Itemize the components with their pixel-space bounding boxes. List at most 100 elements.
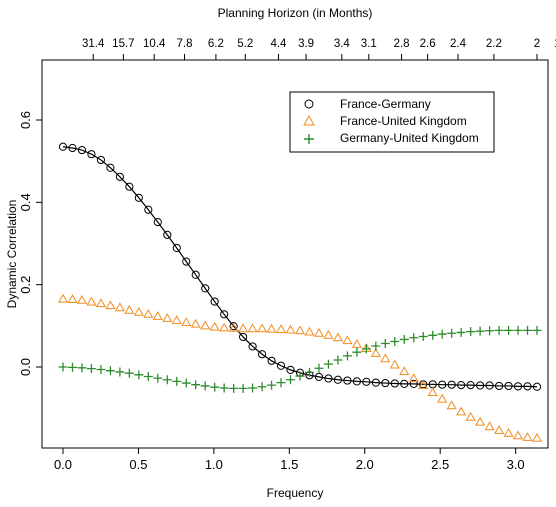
series-layer — [57, 142, 543, 442]
data-point — [152, 311, 163, 320]
data-point — [153, 373, 163, 383]
data-point — [370, 348, 381, 357]
data-point — [409, 333, 419, 343]
data-point — [67, 294, 78, 303]
top-tick-label: 7.8 — [177, 38, 193, 50]
data-point — [172, 243, 181, 253]
x-tick-label: 2.0 — [356, 457, 374, 472]
top-tick-label: 2.4 — [450, 38, 467, 50]
data-point — [210, 382, 220, 392]
series-circle — [58, 142, 542, 391]
legend-label-france-germany: France-Germany — [340, 97, 431, 111]
legend-triangle-marker — [303, 114, 315, 126]
data-point — [172, 376, 182, 386]
data-point — [475, 416, 486, 426]
data-point — [200, 320, 211, 330]
data-point — [133, 306, 144, 316]
legend-box — [289, 91, 495, 153]
data-point — [105, 300, 116, 310]
data-point — [191, 380, 201, 390]
data-point — [390, 379, 399, 388]
data-point — [144, 205, 153, 214]
data-point — [437, 393, 448, 403]
data-point — [512, 430, 524, 440]
data-point — [485, 326, 495, 336]
top-tick-label: 3.4 — [334, 38, 351, 50]
data-point — [438, 380, 447, 389]
data-point — [532, 382, 542, 391]
data-point — [228, 323, 239, 332]
data-point — [314, 372, 324, 381]
data-point — [153, 217, 162, 227]
data-point — [219, 322, 230, 332]
data-point — [342, 335, 353, 345]
data-point — [389, 359, 400, 369]
legend-label-france-uk: France-United Kingdom — [340, 114, 467, 128]
data-point — [219, 383, 229, 393]
data-point — [96, 364, 106, 374]
top-tick-label: 1.9 — [554, 38, 556, 50]
data-point — [503, 427, 514, 437]
legend-plus-marker — [304, 134, 314, 144]
x-tick-label: 1.5 — [280, 457, 298, 472]
data-point — [447, 380, 456, 389]
data-point — [485, 381, 494, 390]
data-point — [437, 329, 447, 339]
data-point — [77, 145, 87, 155]
data-point — [456, 327, 466, 337]
top-tick-label: 2.2 — [486, 38, 502, 50]
data-point — [333, 355, 343, 365]
x-tick-label: 2.5 — [431, 457, 449, 472]
top-axis-label: Planning Horizon (in Months) — [218, 6, 373, 20]
y-tick-label: 0.6 — [18, 111, 33, 129]
data-point — [86, 364, 96, 374]
data-point — [276, 361, 286, 370]
data-point — [220, 310, 229, 319]
data-point — [247, 323, 258, 333]
data-point — [504, 325, 514, 335]
data-point — [267, 356, 276, 365]
data-point — [286, 375, 296, 385]
data-point — [352, 377, 361, 386]
data-point — [484, 421, 495, 431]
data-point — [418, 380, 429, 390]
data-point — [125, 182, 134, 191]
top-tick-label: 10.4 — [143, 38, 166, 50]
data-point — [87, 150, 96, 159]
series-triangle — [57, 293, 543, 442]
data-point — [475, 326, 485, 336]
data-point — [115, 172, 124, 181]
series-line — [62, 146, 538, 388]
top-tick-label: 3.1 — [361, 38, 377, 50]
data-point — [351, 339, 362, 348]
top-tick-label: 31.4 — [82, 38, 105, 50]
data-point — [381, 378, 390, 388]
data-point — [201, 284, 210, 293]
data-point — [96, 155, 106, 165]
data-point — [190, 318, 201, 328]
data-point — [343, 376, 352, 385]
data-point — [295, 371, 305, 381]
data-point — [494, 325, 504, 335]
data-point — [428, 330, 438, 340]
data-point — [532, 325, 542, 335]
data-point — [513, 382, 523, 391]
data-point — [399, 366, 410, 376]
top-tick-label: 2 — [534, 38, 540, 50]
data-point — [408, 373, 419, 383]
data-point — [447, 328, 457, 338]
data-point — [86, 296, 97, 306]
data-point — [58, 362, 68, 372]
y-tick-label: 0.0 — [18, 358, 33, 376]
data-point — [257, 323, 268, 333]
data-point — [323, 329, 334, 339]
top-tick-label: 15.7 — [112, 38, 134, 50]
top-tick-label: 2.6 — [420, 38, 436, 50]
top-tick-label: 4.4 — [270, 38, 287, 50]
data-point — [285, 324, 296, 334]
data-point — [427, 387, 438, 397]
x-tick-label: 0.0 — [54, 457, 72, 472]
data-point — [380, 339, 390, 349]
data-point — [522, 432, 533, 441]
